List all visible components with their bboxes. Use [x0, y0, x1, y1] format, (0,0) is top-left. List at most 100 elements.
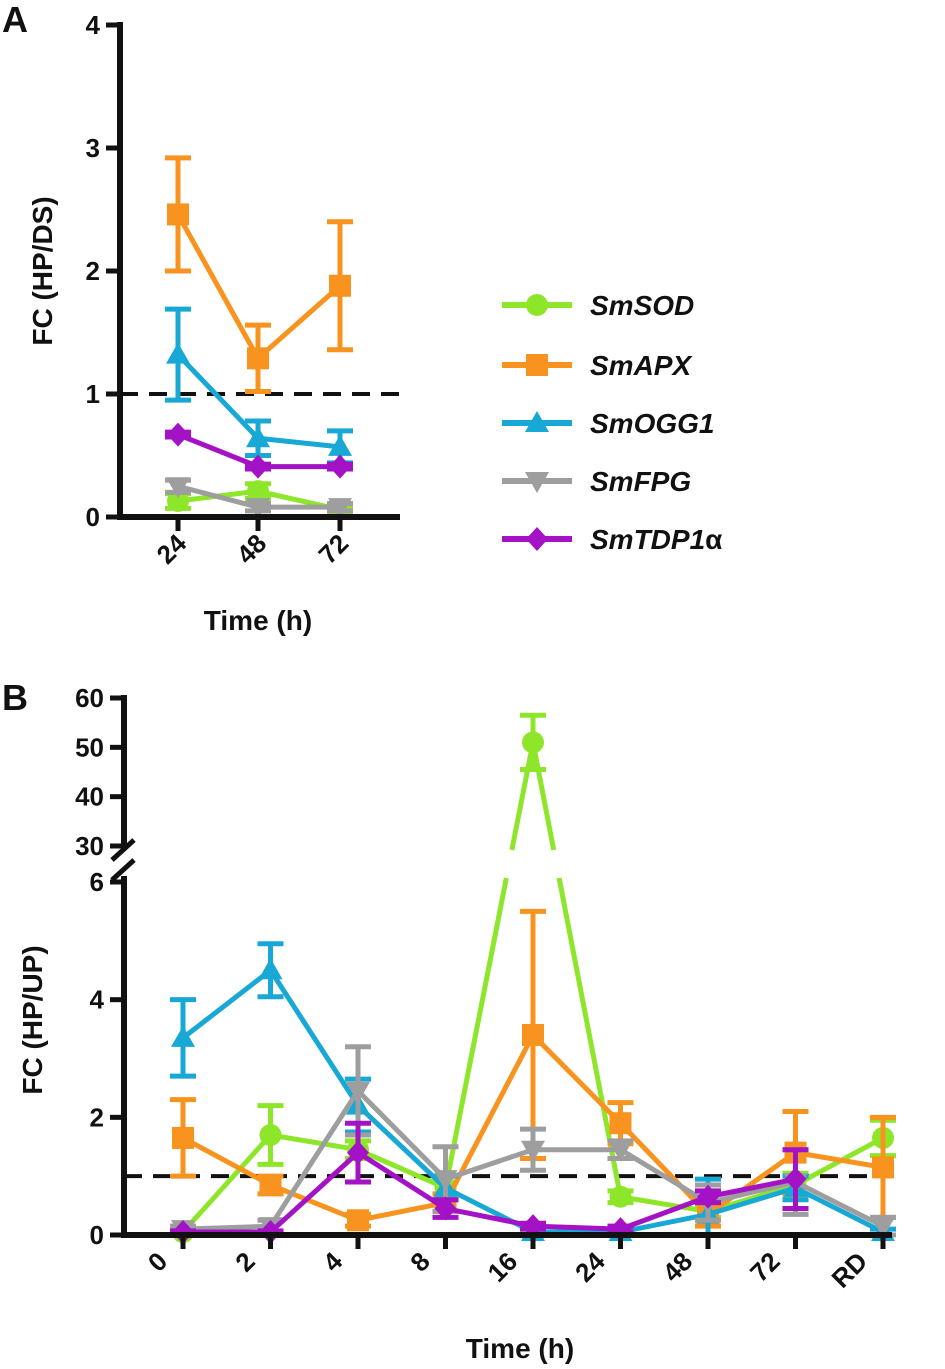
legend: SmSOD SmAPX SmOGG1 SmFPG SmTDP1α: [502, 290, 722, 555]
data-point-a-smtdp1-1: [247, 454, 269, 479]
legend-label-smfpg: SmFPG: [590, 466, 691, 497]
data-point-b-smogg1-0: [171, 1025, 195, 1047]
series-b-seg-smsod-3b: [509, 741, 536, 851]
data-point-b-smapx-4: [522, 1023, 544, 1046]
legend-item-smapx: SmAPX: [502, 350, 693, 381]
series-b-seg-smsod-5: [620, 1194, 709, 1214]
series-b-seg-smogg1-0: [181, 968, 273, 1040]
x-axis-title-b: Time (h): [466, 1333, 574, 1364]
series-b-seg-smtdp1-2: [356, 1150, 447, 1211]
data-point-b-smsod-5: [609, 1185, 632, 1208]
legend-label-suffix: α: [705, 524, 722, 555]
series-b-seg-smogg1-6: [707, 1185, 797, 1217]
series-b-seg-smfpg-6: [707, 1179, 797, 1206]
series-b-seg-smtdp1-3: [445, 1206, 534, 1229]
data-point-a-smogg1-0: [166, 342, 190, 364]
data-point-b-smapx-8: [872, 1156, 894, 1179]
series-b-seg-smapx-0: [181, 1135, 272, 1188]
x-tick-label-b-RD: RD: [825, 1246, 873, 1294]
legend-label-smsod: SmSOD: [590, 290, 694, 321]
series-b-seg-smsod-2: [356, 1147, 447, 1191]
data-point-b-smsod-4: [522, 731, 544, 754]
series-b-seg-smapx-4: [531, 1033, 623, 1125]
series-b-seg-smsod-3a: [443, 877, 509, 1189]
data-point-a-smogg1-1: [246, 426, 270, 448]
x-tick-label-a-72: 72: [313, 528, 355, 570]
y-tick-label-a-0: 0: [86, 502, 100, 532]
series-b-seg-smapx-6: [706, 1150, 797, 1217]
series-b-seg-smogg1-7: [794, 1185, 885, 1235]
x-tick-label-b-4: 4: [317, 1246, 349, 1278]
legend-marker-smapx: [526, 354, 548, 376]
series-b-seg-smsod-4a: [530, 741, 557, 851]
series-b-seg-smogg1-2: [356, 1103, 448, 1190]
data-point-b-smfpg-2: [346, 1081, 370, 1103]
series-a-smapx: [165, 155, 353, 395]
x-tick-label-b-2: 2: [229, 1246, 260, 1277]
data-point-b-smfpg-5: [608, 1140, 633, 1162]
series-b-seg-smtdp1-5: [619, 1194, 709, 1232]
series-a-smtdp1: [165, 422, 353, 479]
data-point-b-smtdp1-3: [434, 1196, 457, 1221]
data-point-a-smfpg-2: [328, 498, 352, 520]
y-tick-label-b-40: 40: [75, 782, 104, 812]
series-b-seg-smfpg-0: [182, 1223, 271, 1232]
x-tick-label-b-16: 16: [482, 1246, 524, 1288]
series-b-seg-smtdp1-6: [707, 1176, 796, 1200]
series-b-seg-smtdp1-4: [532, 1223, 621, 1232]
legend-marker-smsod: [526, 294, 548, 316]
axis-break-mark-lower: [110, 858, 136, 882]
data-point-b-smtdp1-2: [347, 1140, 369, 1165]
series-b-seg-smfpg-7: [794, 1179, 885, 1229]
panel-a-letter: A: [2, 0, 28, 40]
series-b-seg-smogg1-5: [620, 1211, 709, 1235]
series-b-seg-smogg1-1: [268, 968, 361, 1107]
y-tick-label-b-30: 30: [75, 831, 104, 861]
x-tick-label-b-0: 0: [142, 1246, 173, 1277]
data-point-a-smapx-2: [329, 274, 351, 297]
data-point-a-smapx-1: [247, 347, 269, 370]
legend-item-smogg1: SmOGG1: [502, 408, 714, 439]
series-b-seg-smtdp1-1: [268, 1150, 360, 1234]
data-point-b-smtdp1-7: [784, 1167, 807, 1192]
data-point-b-smapx-5: [609, 1112, 632, 1135]
series-b-seg-smfpg-5: [619, 1147, 710, 1205]
y-axis-title-b: FC (HP/UP): [17, 945, 48, 1094]
x-tick-label-b-48: 48: [657, 1246, 699, 1288]
x-tick-label-b-72: 72: [744, 1246, 786, 1288]
series-b-seg-smapx-1: [269, 1182, 359, 1223]
y-axis-title-a: FC (HP/DS): [27, 196, 58, 345]
data-point-b-smapx-0: [172, 1126, 194, 1149]
legend-marker-smfpg: [525, 472, 549, 493]
data-point-a-smogg1-2: [328, 434, 352, 456]
series-b-seg-smfpg-2: [356, 1089, 448, 1181]
y-tick-label-b-0: 0: [90, 1220, 104, 1250]
x-tick-label-b-24: 24: [569, 1246, 611, 1288]
data-point-a-smtdp1-0: [167, 422, 189, 447]
data-point-a-smtdp1-2: [329, 454, 351, 479]
y-tick-label-a-2: 2: [86, 256, 100, 286]
y-tick-label-b-2: 2: [90, 1102, 104, 1132]
legend-item-smfpg: SmFPG: [502, 466, 691, 497]
y-tick-label-b-50: 50: [75, 732, 104, 762]
series-a-smfpg: [165, 477, 353, 520]
series-b-seg-smapx-5: [618, 1121, 710, 1217]
legend-label-smapx: SmAPX: [590, 350, 693, 381]
y-tick-label-a-1: 1: [86, 379, 100, 409]
y-tick-label-b-6: 6: [90, 867, 104, 897]
x-tick-label-a-24: 24: [151, 528, 193, 570]
y-tick-label-a-4: 4: [86, 10, 101, 40]
chart-a: 0 1 2 3 4 24 48 72 Time (h) FC (HP/DS): [27, 10, 400, 636]
series-a-smogg1: [165, 306, 353, 466]
data-point-b-smsod-1: [259, 1123, 282, 1146]
series-b-seg-smsod-0: [181, 1133, 273, 1234]
series-b-seg-smfpg-1: [268, 1089, 361, 1228]
data-point-b-smtdp1-6: [697, 1184, 719, 1209]
series-b-seg-smsod-1: [270, 1132, 359, 1153]
legend-item-smtdp1: SmTDP1α: [502, 524, 722, 555]
data-point-a-smapx-0: [167, 203, 189, 226]
legend-marker-smtdp1: [526, 527, 548, 551]
series-b-seg-smapx-2: [357, 1200, 446, 1223]
